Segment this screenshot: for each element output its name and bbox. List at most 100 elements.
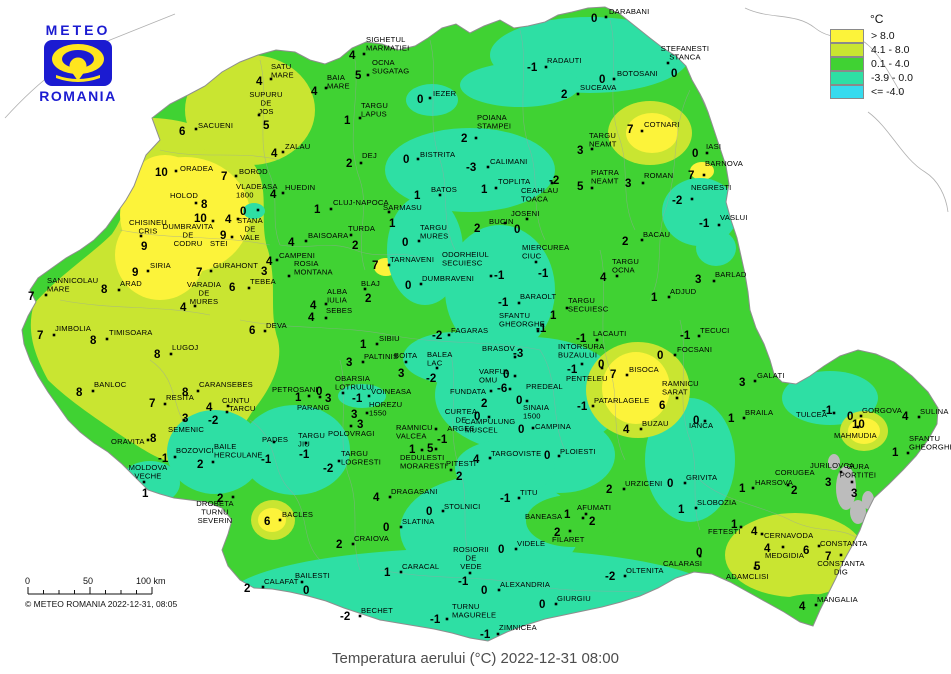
station-temp: 0 xyxy=(405,280,411,292)
station-temp: 9 xyxy=(141,241,147,253)
station-dot xyxy=(404,360,408,364)
station-temp: 0 xyxy=(847,411,853,423)
station-dot xyxy=(225,410,229,414)
station-dot xyxy=(247,286,251,290)
station-label: BANLOC xyxy=(94,380,127,389)
page-title: Temperatura aerului (°C) 2022-12-31 08:0… xyxy=(332,650,619,667)
station-label: CALARASI xyxy=(663,559,702,568)
station-dot xyxy=(447,333,451,337)
station-temp: 3 xyxy=(398,368,404,380)
station-temp: 0 xyxy=(657,350,663,362)
station-label: LUGOJ xyxy=(172,343,198,352)
station-dot xyxy=(438,193,442,197)
station-temp: 5 xyxy=(355,70,362,82)
station-dot xyxy=(256,208,260,212)
station-dot xyxy=(604,15,608,19)
station-label: SARMASU xyxy=(383,203,422,212)
station-temp: 7 xyxy=(221,171,227,183)
station-label: RAMNICU SARAT xyxy=(662,379,699,397)
station-dot xyxy=(525,399,529,403)
station-temp: -2 xyxy=(340,611,350,623)
station-label: FOCSANI xyxy=(677,345,712,354)
station-temp: 3 xyxy=(825,477,831,489)
station-temp: 0 xyxy=(599,74,605,86)
station-temp: -2 xyxy=(432,330,442,342)
station-dot xyxy=(666,61,670,65)
station-temp: 10 xyxy=(852,419,865,431)
station-label: STANA DE VALE xyxy=(237,216,263,242)
station-dot xyxy=(497,588,501,592)
station-dot xyxy=(667,295,671,299)
station-temp: 4 xyxy=(271,148,278,160)
station-dot xyxy=(272,440,276,444)
station-label: RADAUTI xyxy=(547,56,582,65)
station-dot xyxy=(489,389,493,393)
station-temp: 4 xyxy=(902,411,909,423)
station-dot xyxy=(517,496,521,500)
station-dot xyxy=(508,387,512,391)
station-dot xyxy=(399,525,403,529)
station-label: SLOBOZIA xyxy=(697,498,737,507)
scale-label-50: 50 xyxy=(83,576,93,586)
station-label: GRIVITA xyxy=(686,473,718,482)
station-label: BLAJ xyxy=(361,279,380,288)
station-dot xyxy=(474,136,478,140)
station-dot xyxy=(717,223,721,227)
station-label: PENTELEU xyxy=(566,374,608,383)
station-temp: -3 xyxy=(513,348,523,360)
station-dot xyxy=(468,571,472,575)
station-dot xyxy=(590,186,594,190)
station-label: DRAGASANI xyxy=(391,487,438,496)
station-temp: 4 xyxy=(308,312,315,324)
station-dot xyxy=(358,614,362,618)
station-temp: 6 xyxy=(803,545,809,557)
station-temp: 1 xyxy=(728,413,735,425)
station-temp: 8 xyxy=(201,199,208,211)
station-dot xyxy=(514,547,518,551)
station-label: MIERCUREA CIUC xyxy=(522,243,570,261)
station-dot xyxy=(850,480,854,484)
station-temp: 10 xyxy=(155,167,168,179)
station-label: TULCEA xyxy=(796,410,828,419)
station-temp: -1 xyxy=(699,218,710,230)
station-dot xyxy=(139,234,143,238)
station-dot xyxy=(534,260,538,264)
station-dot xyxy=(612,77,616,81)
station-label: VLADEASA 1800 xyxy=(236,182,278,200)
station-dot xyxy=(584,512,588,516)
station-temp: 1 xyxy=(481,184,488,196)
station-temp: 4 xyxy=(473,454,480,466)
station-label: GORGOVA xyxy=(862,406,903,415)
station-temp: 4 xyxy=(600,272,607,284)
station-dot xyxy=(513,355,517,359)
station-temp: -1 xyxy=(538,268,549,280)
station-label: CURTEA DE ARGES xyxy=(445,407,478,433)
station-label: JURILOVCA xyxy=(810,461,855,470)
station-dot xyxy=(358,116,362,120)
legend-item: 4.1 - 8.0 xyxy=(830,42,913,57)
station-dot xyxy=(640,129,644,133)
station-dot xyxy=(300,580,304,584)
station-label: CAMPENI xyxy=(279,251,315,260)
station-temp: 0 xyxy=(514,224,520,236)
station-dot xyxy=(196,389,200,393)
station-dot xyxy=(698,554,702,558)
station-dot xyxy=(416,157,420,161)
station-label: TARNAVENI xyxy=(390,255,434,264)
station-label: BALEA LAC xyxy=(427,350,453,368)
station-label: FUNDATA xyxy=(450,387,487,396)
station-temp: 7 xyxy=(37,330,43,342)
station-dot xyxy=(146,438,150,442)
station-temp: 1 xyxy=(360,339,367,351)
legend-rows: > 8.0 4.1 - 8.0 0.1 - 4.0 -3.9 - 0.0 <= -4.0 xyxy=(830,28,913,99)
station-label: SATU MARE xyxy=(271,62,294,80)
legend-swatch xyxy=(830,70,864,85)
station-dot xyxy=(449,468,453,472)
station-temp: 5 xyxy=(754,561,761,573)
station-temp: 0 xyxy=(598,359,604,371)
station-label: CORUGEA xyxy=(775,468,816,477)
station-temp: 9 xyxy=(220,230,226,242)
legend-range-label: 4.1 - 8.0 xyxy=(871,44,910,56)
station-temp: 1 xyxy=(414,190,421,202)
station-label: DEJ xyxy=(362,151,377,160)
